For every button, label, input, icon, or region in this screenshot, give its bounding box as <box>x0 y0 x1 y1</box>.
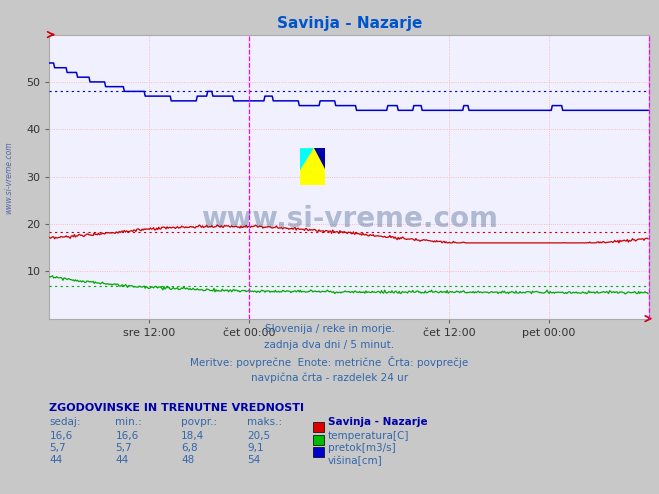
Polygon shape <box>314 148 325 168</box>
Text: 5,7: 5,7 <box>115 443 132 453</box>
Text: 54: 54 <box>247 455 260 465</box>
Text: ZGODOVINSKE IN TRENUTNE VREDNOSTI: ZGODOVINSKE IN TRENUTNE VREDNOSTI <box>49 403 304 412</box>
Text: sedaj:: sedaj: <box>49 417 81 427</box>
Text: 16,6: 16,6 <box>49 431 72 441</box>
Text: 16,6: 16,6 <box>115 431 138 441</box>
Text: 44: 44 <box>49 455 63 465</box>
Text: višina[cm]: višina[cm] <box>328 455 382 466</box>
Polygon shape <box>300 148 314 170</box>
Text: 18,4: 18,4 <box>181 431 204 441</box>
Text: zadnja dva dni / 5 minut.: zadnja dva dni / 5 minut. <box>264 340 395 350</box>
Text: maks.:: maks.: <box>247 417 282 427</box>
Text: Slovenija / reke in morje.: Slovenija / reke in morje. <box>264 324 395 333</box>
Text: min.:: min.: <box>115 417 142 427</box>
Text: pretok[m3/s]: pretok[m3/s] <box>328 443 395 453</box>
Text: Meritve: povprečne  Enote: metrične  Črta: povprečje: Meritve: povprečne Enote: metrične Črta:… <box>190 356 469 368</box>
Text: www.si-vreme.com: www.si-vreme.com <box>4 141 13 214</box>
Text: navpična črta - razdelek 24 ur: navpična črta - razdelek 24 ur <box>251 372 408 383</box>
Title: Savinja - Nazarje: Savinja - Nazarje <box>277 16 422 31</box>
Text: Savinja - Nazarje: Savinja - Nazarje <box>328 417 427 427</box>
Text: povpr.:: povpr.: <box>181 417 217 427</box>
Text: 9,1: 9,1 <box>247 443 264 453</box>
Text: 44: 44 <box>115 455 129 465</box>
Text: www.si-vreme.com: www.si-vreme.com <box>201 205 498 233</box>
Text: 5,7: 5,7 <box>49 443 66 453</box>
Text: 20,5: 20,5 <box>247 431 270 441</box>
Text: 48: 48 <box>181 455 194 465</box>
Text: 6,8: 6,8 <box>181 443 198 453</box>
Text: temperatura[C]: temperatura[C] <box>328 431 409 441</box>
